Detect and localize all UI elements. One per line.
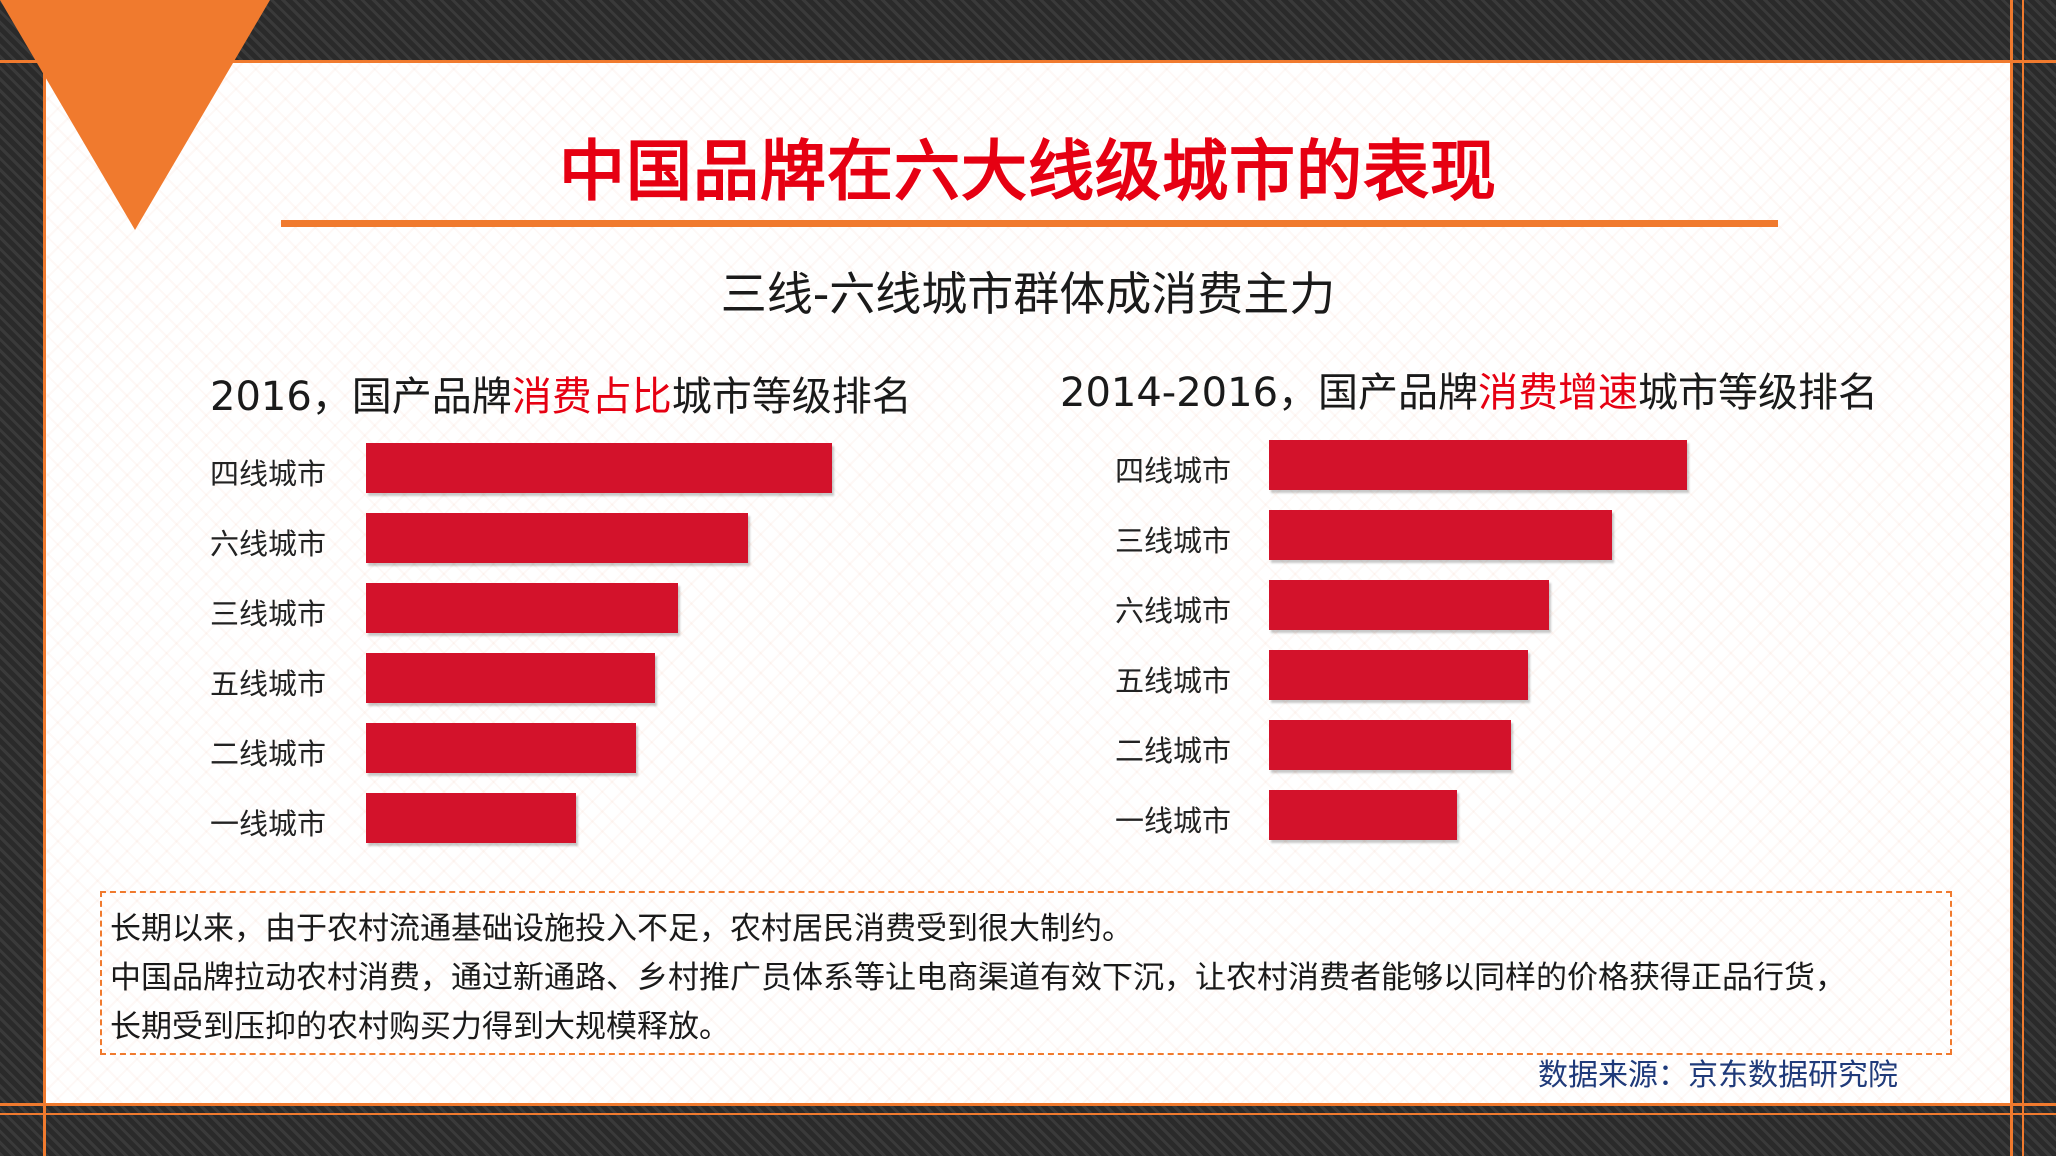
note-line-1: 长期以来，由于农村流通基础设施投入不足，农村居民消费受到很大制约。: [110, 911, 1133, 947]
bar: [366, 793, 576, 843]
chart-1-title-after: 城市等级排名: [671, 374, 912, 420]
chart-2-title-before: 2014-2016，国产品牌: [1060, 370, 1479, 416]
corner-triangle-decoration: [0, 0, 270, 230]
category-label: 六线城市: [210, 527, 327, 561]
bar: [1269, 720, 1511, 770]
chart-1-title-before: 2016，国产品牌: [210, 374, 512, 420]
category-label: 三线城市: [210, 597, 327, 631]
bar: [366, 513, 748, 563]
bar: [366, 583, 678, 633]
chart-2-bars: 四线城市三线城市六线城市五线城市二线城市一线城市: [1115, 440, 1815, 840]
bar: [1269, 790, 1457, 840]
frame-line-right-2: [2022, 0, 2024, 1156]
page-title: 中国品牌在六大线级城市的表现: [559, 133, 1497, 210]
bar: [1269, 580, 1549, 630]
frame-line-right: [2010, 0, 2013, 1156]
category-label: 二线城市: [1115, 734, 1232, 768]
chart-1-bars: 四线城市六线城市三线城市五线城市二线城市一线城市: [210, 443, 910, 843]
chart-2-title-highlight: 消费增速: [1478, 370, 1639, 416]
category-label: 一线城市: [1115, 804, 1232, 838]
category-label: 五线城市: [210, 667, 327, 701]
note-line-3: 长期受到压抑的农村购买力得到大规模释放。: [110, 1009, 730, 1045]
category-label: 三线城市: [1115, 524, 1232, 558]
bar: [366, 723, 636, 773]
bar: [1269, 650, 1528, 700]
bar: [366, 653, 655, 703]
chart-2-title-after: 城市等级排名: [1638, 370, 1879, 416]
frame-line-top: [0, 60, 2056, 63]
category-label: 四线城市: [1115, 454, 1232, 488]
title-underline: [281, 220, 1778, 227]
data-source: 数据来源：京东数据研究院: [1538, 1058, 1898, 1093]
bar: [1269, 440, 1687, 490]
category-label: 一线城市: [210, 807, 327, 841]
category-label: 六线城市: [1115, 594, 1232, 628]
note-line-2: 中国品牌拉动农村消费，通过新通路、乡村推广员体系等让电商渠道有效下沉，让农村消费…: [110, 960, 1846, 996]
chart-1-title-highlight: 消费占比: [511, 374, 672, 420]
category-label: 四线城市: [210, 457, 327, 491]
frame-line-left: [43, 63, 46, 1156]
category-label: 二线城市: [210, 737, 327, 771]
bar: [366, 443, 832, 493]
frame-line-bottom: [0, 1103, 2056, 1106]
chart-1-title: 2016，国产品牌消费占比城市等级排名: [210, 364, 912, 422]
page-subtitle: 三线-六线城市群体成消费主力: [720, 267, 1336, 321]
bar: [1269, 510, 1612, 560]
frame-line-bottom-2: [0, 1113, 2056, 1115]
category-label: 五线城市: [1115, 664, 1232, 698]
description-box: 长期以来，由于农村流通基础设施投入不足，农村居民消费受到很大制约。 中国品牌拉动…: [100, 891, 1952, 1055]
chart-2-title: 2014-2016，国产品牌消费增速城市等级排名: [1060, 360, 1878, 418]
